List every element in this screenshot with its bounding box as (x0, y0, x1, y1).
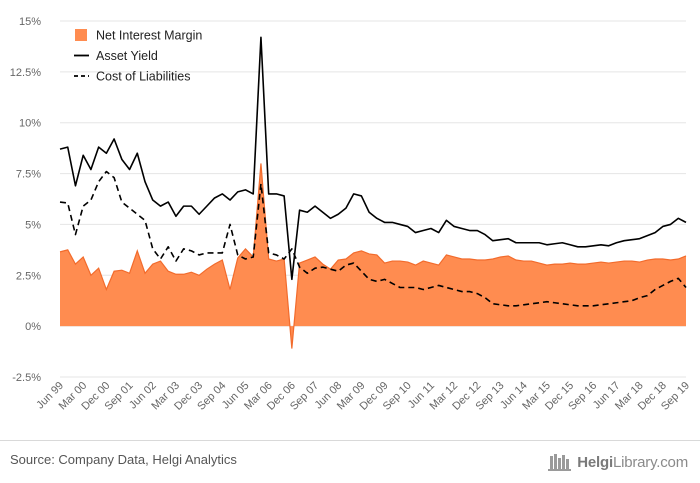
source-note: Source: Company Data, Helgi Analytics (10, 452, 237, 467)
y-tick-label: 5% (25, 219, 41, 231)
brand-name-bold: Helgi (577, 453, 613, 471)
legend-label-cost-of-liabilities[interactable]: Cost of Liabilities (96, 70, 191, 84)
series-cost-of-liabilities-line (59, 170, 687, 307)
y-tick-label: 2.5% (16, 270, 41, 282)
legend[interactable]: Net Interest Margin Asset Yield Cost of Li… (74, 29, 202, 84)
brand-name-rest: Library.com (612, 453, 688, 471)
y-tick-label: 10% (19, 118, 41, 130)
y-tick-label: 0% (25, 321, 41, 333)
series-net-interest-margin-edge (59, 163, 687, 349)
plot-area (59, 36, 687, 349)
legend-label-net-interest-margin[interactable]: Net Interest Margin (96, 29, 202, 43)
series-asset-yield-line (59, 36, 687, 281)
y-axis: -2.5% 0% 2.5% 5% 7.5% 10% 12.5% 15% (10, 16, 41, 384)
brand-name: HelgiLibrary.com (577, 454, 688, 471)
footer: Source: Company Data, Helgi Analytics He… (0, 440, 700, 483)
legend-swatch-net-interest-margin (75, 29, 87, 41)
y-tick-label: -2.5% (12, 372, 41, 384)
y-tick-label: 15% (19, 16, 41, 28)
legend-label-asset-yield[interactable]: Asset Yield (96, 49, 158, 63)
y-tick-label: 12.5% (10, 67, 41, 79)
series-net-interest-margin-area (60, 163, 686, 349)
y-tick-label: 7.5% (16, 169, 41, 181)
brand-logo[interactable]: HelgiLibrary.com (547, 451, 688, 473)
library-icon (548, 454, 572, 471)
